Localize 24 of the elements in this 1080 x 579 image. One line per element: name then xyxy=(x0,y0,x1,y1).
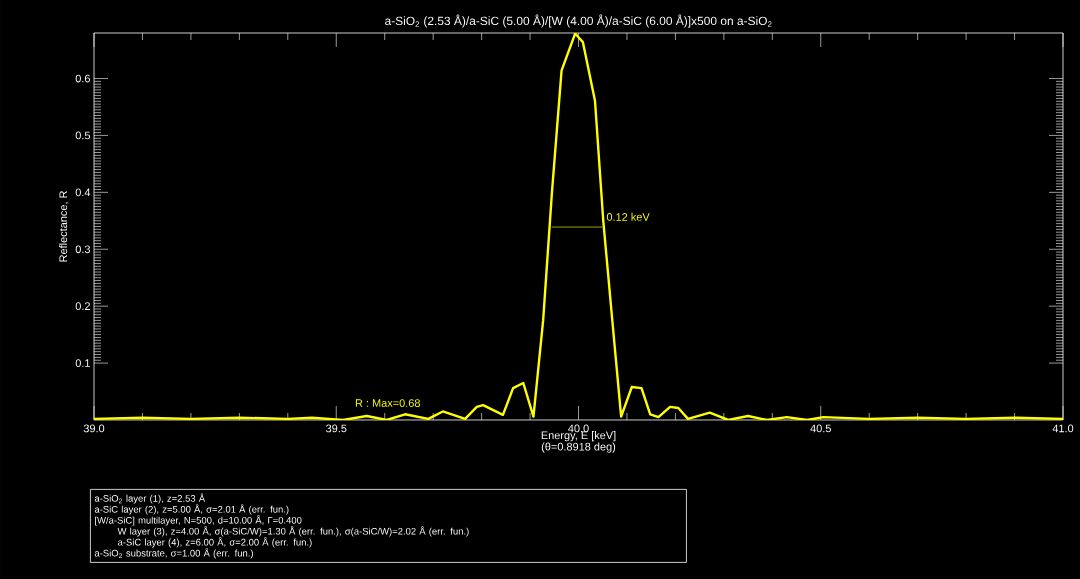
y-tick-label: 0.3 xyxy=(75,245,91,254)
text: a-SiC layer (4), z=6.00 Å, σ=2.00 Å (err. fun.) xyxy=(117,537,312,548)
chart-title: a-SiO$_{2}$ (2.53 Å)/a-SiC (5.00 Å)/[W (4.00 Å)/a-SiC (6.00 Å)]x500 on a-SiO$_{2}$ xyxy=(385,14,772,28)
x-tick-label: 39.0 xyxy=(83,424,105,433)
x-tick-label: 40.5 xyxy=(810,424,831,433)
y-axis-title: Reflectance, R xyxy=(59,191,69,262)
y-tick-label: 0.5 xyxy=(75,131,91,140)
y-tick-label: 0.6 xyxy=(75,74,91,83)
annotation: 0.12 keV xyxy=(606,212,650,221)
text: W layer (3), z=4.00 Å, σ(a-SiC/W)=1.30 Å (err. fun.), σ(a-SiC/W)=2.02 Å (err. fun.) xyxy=(117,526,469,537)
x-axis-title: Energy, E [keV] xyxy=(541,431,616,442)
text: [W/a-SiC] multilayer, N=500, d=10.00 Å, Γ=0.400 xyxy=(95,515,302,526)
text: a-SiO$_{2}$ layer (1), z=2.53 Å xyxy=(94,493,206,504)
x-tick-label: 41.0 xyxy=(1052,424,1074,433)
y-tick-label: 0.4 xyxy=(75,188,91,197)
x-tick-label: 39.5 xyxy=(326,424,347,433)
x-tick-label: 40.0 xyxy=(568,424,589,433)
y-tick-label: 0.1 xyxy=(75,359,90,367)
text: a-SiO$_{2}$ substrate, σ=1.00 Å (err. fun.) xyxy=(94,548,253,559)
text: (θ=0.8918 deg) xyxy=(541,442,616,453)
line-series xyxy=(94,32,1064,420)
text: a-SiC layer (2), z=5.00 Å, σ=2.01 Å (err. fun.) xyxy=(94,504,289,515)
annotation: R : Max=0.68 xyxy=(355,399,420,407)
y-tick-label: 0.2 xyxy=(75,302,90,311)
